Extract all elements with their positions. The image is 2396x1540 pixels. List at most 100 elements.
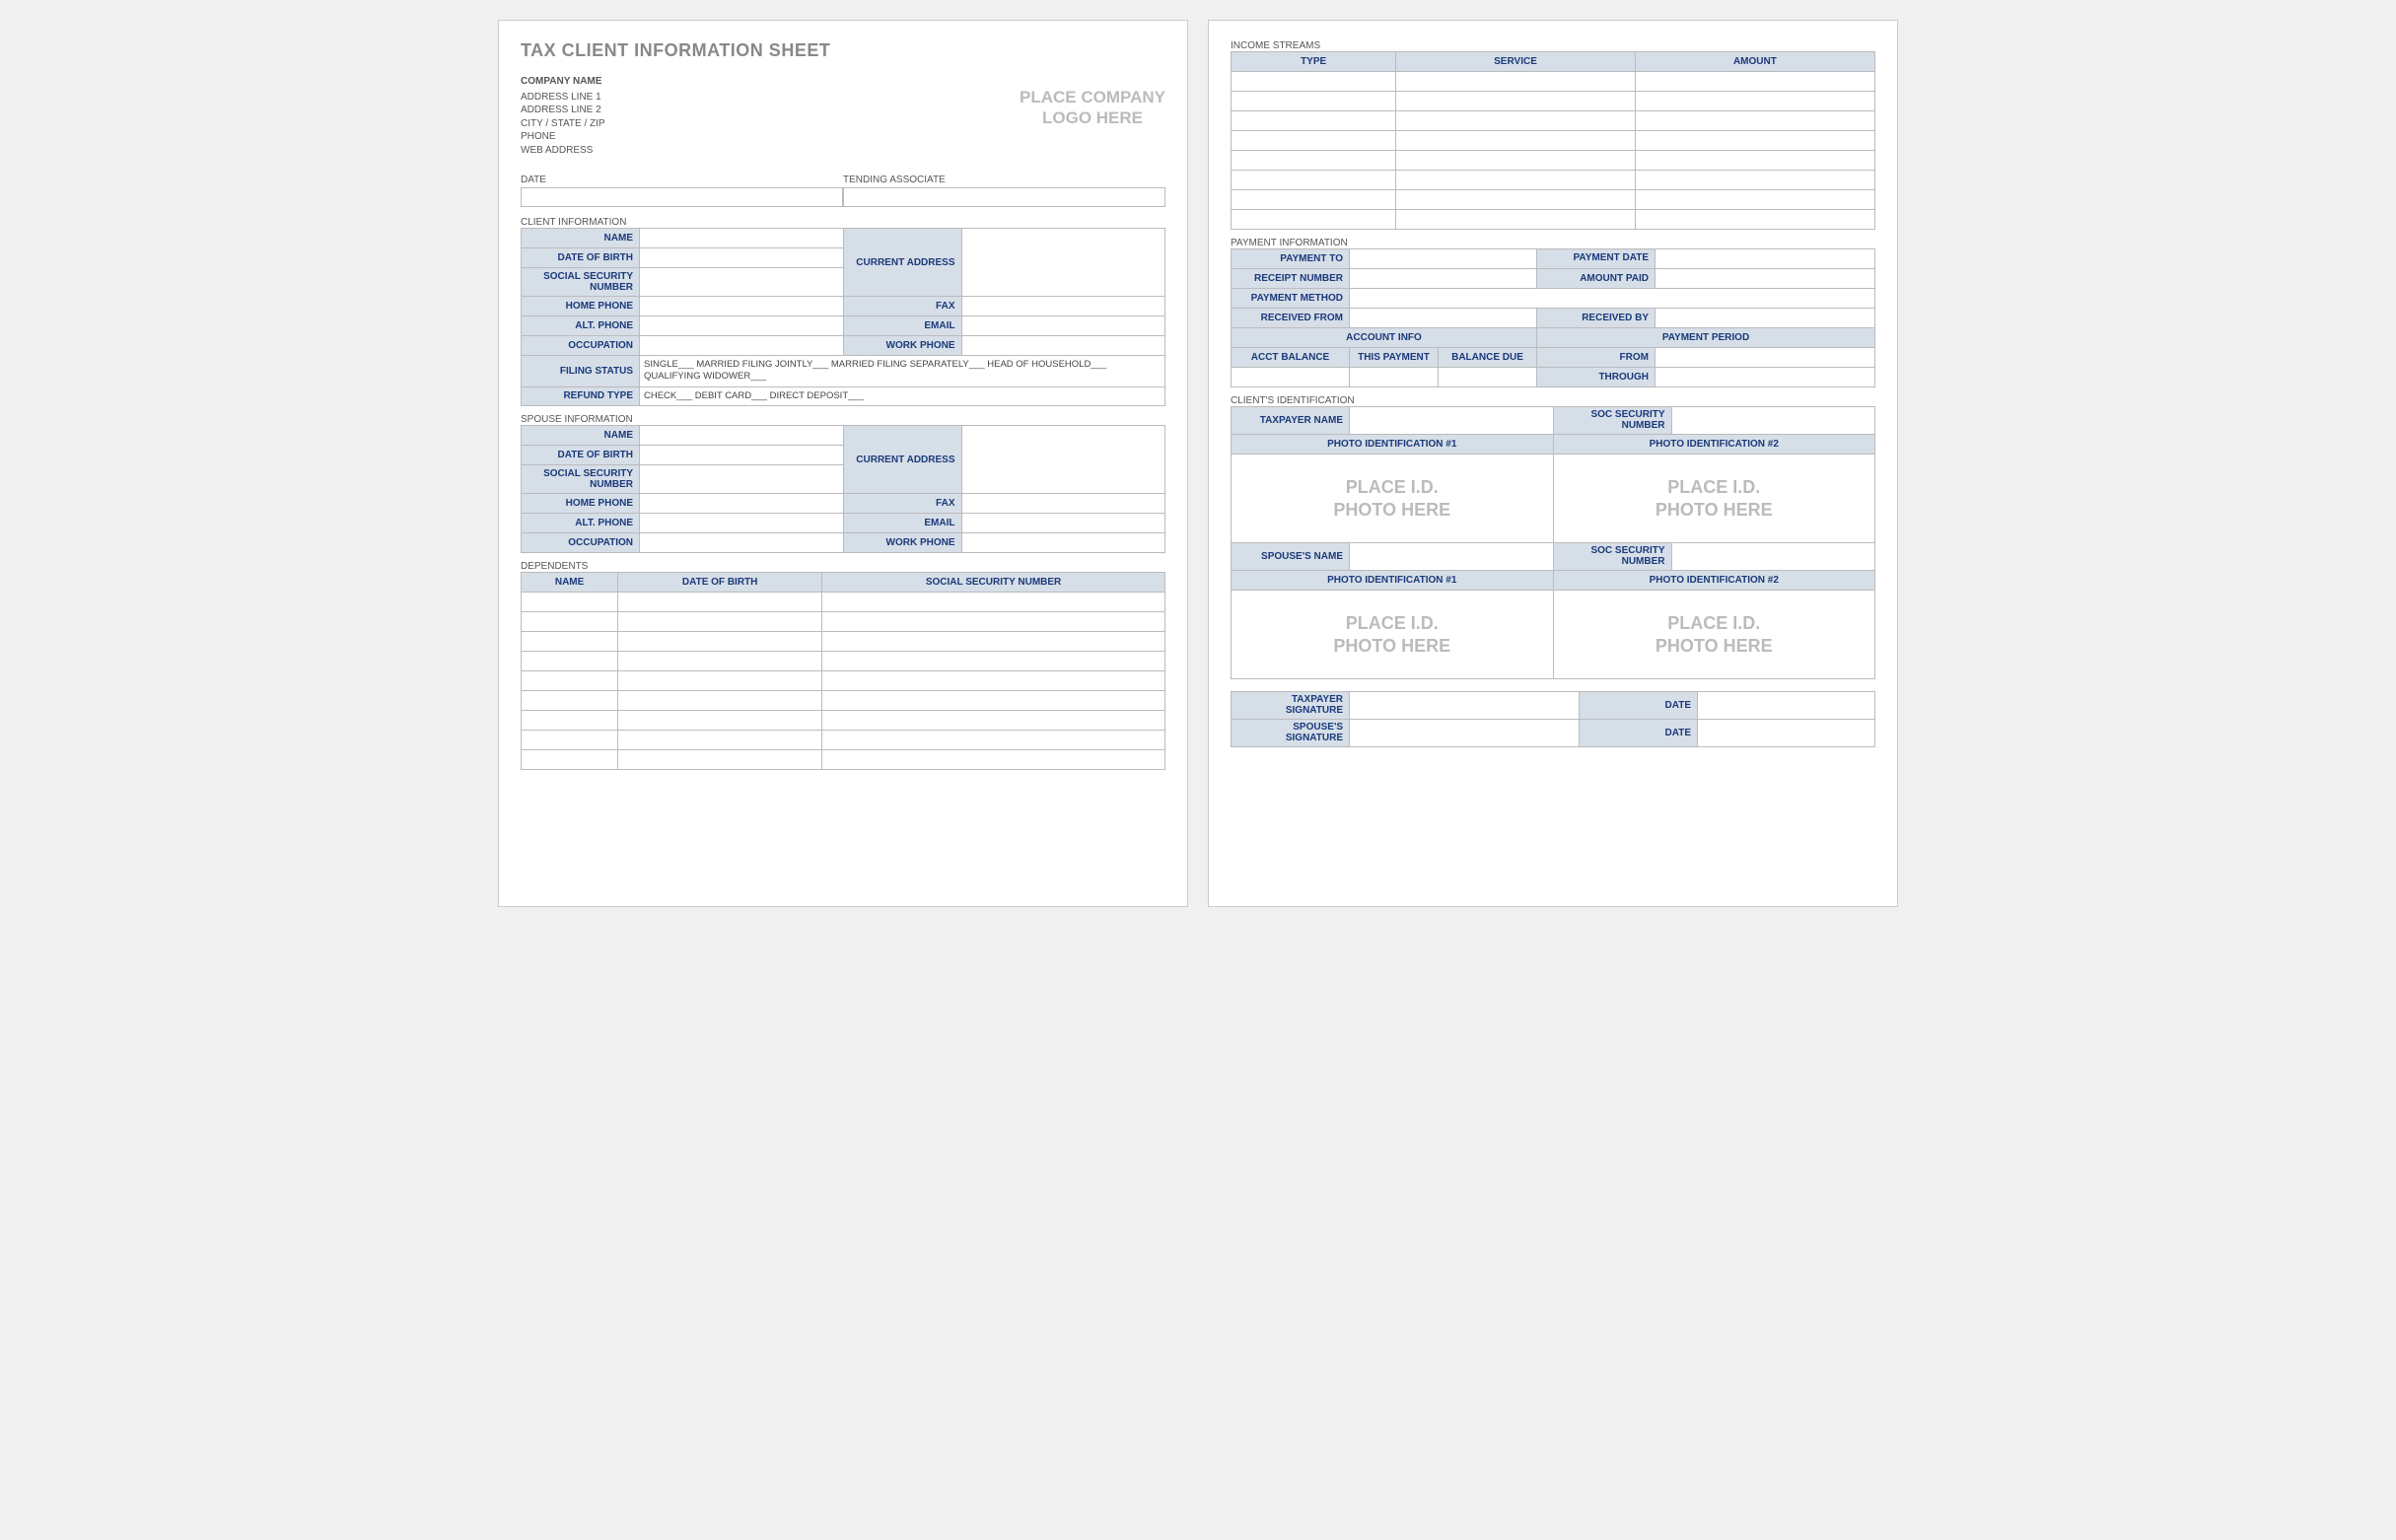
field-receipt-num[interactable] [1350, 269, 1537, 289]
photo-box-tax1[interactable]: PLACE I.D.PHOTO HERE [1232, 455, 1554, 543]
dep-cell[interactable] [822, 731, 1165, 750]
dep-cell[interactable] [522, 593, 618, 612]
income-cell[interactable] [1232, 151, 1396, 171]
income-cell[interactable] [1232, 72, 1396, 92]
field-email[interactable] [961, 316, 1165, 336]
refund-options[interactable]: CHECK___ DEBIT CARD___ DIRECT DEPOSIT___ [640, 386, 1165, 405]
income-cell[interactable] [1635, 131, 1874, 151]
photo-box-tax2[interactable]: PLACE I.D.PHOTO HERE [1553, 455, 1875, 543]
dep-cell[interactable] [618, 691, 822, 711]
field-dob[interactable] [640, 248, 844, 268]
field-ssn[interactable] [640, 268, 844, 297]
income-cell[interactable] [1396, 190, 1636, 210]
dep-cell[interactable] [522, 632, 618, 652]
field-sp-fax[interactable] [961, 494, 1165, 514]
field-from[interactable] [1656, 348, 1875, 368]
income-cell[interactable] [1635, 171, 1874, 190]
field-payment-date[interactable] [1656, 249, 1875, 269]
dep-cell[interactable] [522, 612, 618, 632]
field-taxpayer-sig-date[interactable] [1698, 692, 1875, 720]
associate-input[interactable] [843, 187, 1165, 207]
field-sp-ssn[interactable] [640, 465, 844, 494]
field-payment-method[interactable] [1350, 289, 1875, 309]
field-balance-due[interactable] [1439, 368, 1537, 387]
field-current-addr[interactable] [961, 229, 1165, 297]
field-amount-paid[interactable] [1656, 269, 1875, 289]
field-received-by[interactable] [1656, 309, 1875, 328]
income-cell[interactable] [1232, 210, 1396, 230]
income-cell[interactable] [1232, 171, 1396, 190]
dep-cell[interactable] [618, 593, 822, 612]
field-taxpayer-name[interactable] [1350, 407, 1554, 435]
income-cell[interactable] [1635, 151, 1874, 171]
field-payment-to[interactable] [1350, 249, 1537, 269]
dep-cell[interactable] [822, 671, 1165, 691]
dep-cell[interactable] [618, 612, 822, 632]
dep-cell[interactable] [822, 691, 1165, 711]
dep-cell[interactable] [522, 731, 618, 750]
field-sp-alt-phone[interactable] [640, 514, 844, 533]
dep-cell[interactable] [522, 750, 618, 770]
field-spouse-sig[interactable] [1350, 720, 1580, 747]
income-cell[interactable] [1635, 92, 1874, 111]
income-cell[interactable] [1396, 131, 1636, 151]
income-cell[interactable] [1635, 72, 1874, 92]
field-fax[interactable] [961, 297, 1165, 316]
photo-box-sp2[interactable]: PLACE I.D.PHOTO HERE [1553, 591, 1875, 679]
income-cell[interactable] [1635, 190, 1874, 210]
filing-options[interactable]: SINGLE___ MARRIED FILING JOINTLY___ MARR… [640, 356, 1165, 387]
field-spouse-ssn-id[interactable] [1671, 543, 1875, 571]
field-spouse-sig-date[interactable] [1698, 720, 1875, 747]
dep-cell[interactable] [522, 691, 618, 711]
field-taxpayer-sig[interactable] [1350, 692, 1580, 720]
field-this-payment[interactable] [1350, 368, 1439, 387]
dep-cell[interactable] [522, 652, 618, 671]
income-cell[interactable] [1396, 72, 1636, 92]
income-cell[interactable] [1396, 151, 1636, 171]
dep-cell[interactable] [822, 711, 1165, 731]
field-spouse-name-id[interactable] [1350, 543, 1554, 571]
dep-cell[interactable] [618, 711, 822, 731]
dep-cell[interactable] [822, 750, 1165, 770]
field-sp-dob[interactable] [640, 446, 844, 465]
dep-cell[interactable] [618, 671, 822, 691]
field-sp-home-phone[interactable] [640, 494, 844, 514]
income-cell[interactable] [1396, 111, 1636, 131]
field-acct-balance[interactable] [1232, 368, 1350, 387]
field-alt-phone[interactable] [640, 316, 844, 336]
dep-cell[interactable] [618, 731, 822, 750]
dep-cell[interactable] [618, 632, 822, 652]
field-sp-work-phone[interactable] [961, 533, 1165, 553]
date-input[interactable] [521, 187, 843, 207]
field-sp-occupation[interactable] [640, 533, 844, 553]
income-cell[interactable] [1232, 131, 1396, 151]
dep-cell[interactable] [822, 593, 1165, 612]
dep-cell[interactable] [822, 632, 1165, 652]
field-name[interactable] [640, 229, 844, 248]
field-received-from[interactable] [1350, 309, 1537, 328]
income-cell[interactable] [1232, 111, 1396, 131]
dep-cell[interactable] [822, 612, 1165, 632]
income-cell[interactable] [1396, 171, 1636, 190]
dep-cell[interactable] [522, 711, 618, 731]
dep-cell[interactable] [618, 652, 822, 671]
income-cell[interactable] [1635, 210, 1874, 230]
field-occupation[interactable] [640, 336, 844, 356]
field-home-phone[interactable] [640, 297, 844, 316]
dep-cell[interactable] [822, 652, 1165, 671]
income-cell[interactable] [1232, 92, 1396, 111]
dep-cell[interactable] [522, 671, 618, 691]
field-through[interactable] [1656, 368, 1875, 387]
income-cell[interactable] [1396, 210, 1636, 230]
income-cell[interactable] [1232, 190, 1396, 210]
field-sp-name[interactable] [640, 426, 844, 446]
field-sp-addr[interactable] [961, 426, 1165, 494]
income-cell[interactable] [1635, 111, 1874, 131]
field-work-phone[interactable] [961, 336, 1165, 356]
income-cell[interactable] [1396, 92, 1636, 111]
photo-box-sp1[interactable]: PLACE I.D.PHOTO HERE [1232, 591, 1554, 679]
field-taxpayer-ssn[interactable] [1671, 407, 1875, 435]
lbl-taxpayer-sig: TAXPAYER SIGNATURE [1232, 692, 1350, 720]
field-sp-email[interactable] [961, 514, 1165, 533]
dep-cell[interactable] [618, 750, 822, 770]
